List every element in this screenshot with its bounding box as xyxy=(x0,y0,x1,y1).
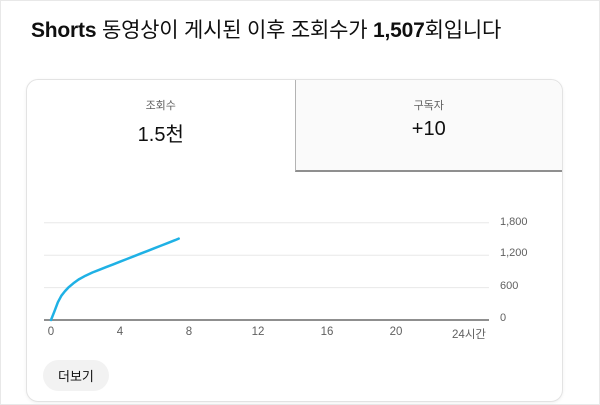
tab-views-label: 조회수 xyxy=(145,100,176,112)
title-view-count: 1,507 xyxy=(373,19,425,42)
x-axis-tick-16: 16 xyxy=(320,326,334,338)
views-chart-svg xyxy=(44,222,489,322)
y-axis-tick-1200: 1,200 xyxy=(500,247,528,259)
title-middle: 동영상이 게시된 이후 조회수가 xyxy=(96,19,374,42)
page-title: Shorts 동영상이 게시된 이후 조회수가 1,507회입니다 xyxy=(31,14,501,44)
see-more-button[interactable]: 더보기 xyxy=(43,360,109,391)
title-brand: Shorts xyxy=(31,19,97,42)
x-axis-tick-24h: 24시간 xyxy=(452,329,486,341)
tab-subscribers-value: +10 xyxy=(411,118,446,140)
tab-views-value: 1.5천 xyxy=(137,124,184,146)
metric-tabs: 조회수 1.5천 구독자 +10 xyxy=(27,80,562,172)
analytics-card: 조회수 1.5천 구독자 +10 1,800 1,200 600 0 0 4 8… xyxy=(26,79,563,402)
title-suffix: 회입니다 xyxy=(424,19,502,42)
tab-views[interactable]: 조회수 1.5천 xyxy=(27,80,295,172)
y-axis-tick-600: 600 xyxy=(500,280,519,292)
tab-subscribers[interactable]: 구독자 +10 xyxy=(294,80,562,172)
y-axis-tick-0: 0 xyxy=(500,312,507,324)
x-axis-tick-20: 20 xyxy=(389,326,403,338)
views-line xyxy=(49,237,180,322)
x-axis-tick-12: 12 xyxy=(251,326,265,338)
x-axis-tick-4: 4 xyxy=(116,326,124,338)
y-axis-tick-1800: 1,800 xyxy=(500,216,528,228)
x-axis-tick-0: 0 xyxy=(47,326,55,338)
x-axis-tick-8: 8 xyxy=(185,326,193,338)
tab-subscribers-label: 구독자 xyxy=(413,100,444,112)
